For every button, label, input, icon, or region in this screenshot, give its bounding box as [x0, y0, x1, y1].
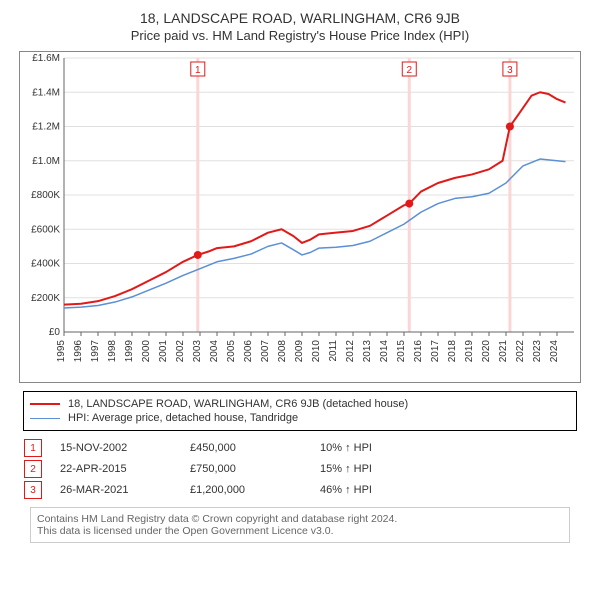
- svg-text:£800K: £800K: [31, 190, 60, 201]
- svg-text:£600K: £600K: [31, 224, 60, 235]
- svg-text:2013: 2013: [362, 340, 373, 363]
- sale-date: 15-NOV-2002: [60, 442, 190, 454]
- svg-text:2019: 2019: [464, 340, 475, 363]
- sale-events-table: 1 15-NOV-2002£450,00010% ↑ HPI 2 22-APR-201…: [24, 439, 576, 499]
- svg-text:£0: £0: [49, 327, 61, 338]
- price-chart: £0 £200K £400K £600K £800K £1.0M £1.2M £1.4M £1.…: [19, 51, 581, 383]
- svg-text:2007: 2007: [260, 340, 271, 363]
- sale-dot-1: [194, 251, 202, 259]
- svg-text:2011: 2011: [328, 340, 339, 362]
- sale-date: 22-APR-2015: [60, 463, 190, 475]
- sale-price: £750,000: [190, 463, 320, 475]
- svg-text:2004: 2004: [209, 340, 220, 363]
- sale-row-1: 1 15-NOV-2002£450,00010% ↑ HPI: [24, 439, 576, 457]
- svg-text:£200K: £200K: [31, 293, 60, 304]
- svg-text:2016: 2016: [413, 340, 424, 363]
- svg-text:2012: 2012: [345, 340, 356, 363]
- svg-text:£1.4M: £1.4M: [32, 87, 60, 98]
- legend-row-0: 18, LANDSCAPE ROAD, WARLINGHAM, CR6 9JB …: [30, 398, 570, 410]
- svg-text:2005: 2005: [226, 340, 237, 363]
- sale-num-box: 2: [24, 460, 42, 478]
- svg-text:1996: 1996: [73, 340, 84, 363]
- svg-text:2000: 2000: [141, 340, 152, 363]
- svg-text:1995: 1995: [56, 340, 67, 363]
- footnote: Contains HM Land Registry data © Crown c…: [30, 507, 570, 543]
- sale-price: £450,000: [190, 442, 320, 454]
- sale-hpi: 46% ↑ HPI: [320, 484, 440, 496]
- legend-swatch: [30, 418, 60, 419]
- sale-date: 26-MAR-2021: [60, 484, 190, 496]
- legend-label: HPI: Average price, detached house, Tand…: [68, 412, 298, 424]
- sale-hpi: 10% ↑ HPI: [320, 442, 440, 454]
- svg-text:2: 2: [406, 65, 412, 76]
- svg-text:2024: 2024: [549, 340, 560, 363]
- sale-num-box: 1: [24, 439, 42, 457]
- sale-dot-3: [506, 123, 514, 131]
- sale-price: £1,200,000: [190, 484, 320, 496]
- svg-text:2002: 2002: [175, 340, 186, 363]
- svg-text:1999: 1999: [124, 340, 135, 363]
- chart-svg: £0 £200K £400K £600K £800K £1.0M £1.2M £1.4M £1.…: [20, 52, 580, 382]
- sale-row-3: 3 26-MAR-2021£1,200,00046% ↑ HPI: [24, 481, 576, 499]
- svg-text:2020: 2020: [481, 340, 492, 363]
- legend-label: 18, LANDSCAPE ROAD, WARLINGHAM, CR6 9JB …: [68, 398, 408, 410]
- footnote-line2: This data is licensed under the Open Gov…: [37, 525, 563, 537]
- legend: 18, LANDSCAPE ROAD, WARLINGHAM, CR6 9JB …: [23, 391, 577, 431]
- svg-text:£400K: £400K: [31, 259, 60, 270]
- chart-title: 18, LANDSCAPE ROAD, WARLINGHAM, CR6 9JB: [10, 10, 590, 26]
- svg-text:2001: 2001: [158, 340, 169, 363]
- svg-text:2010: 2010: [311, 340, 322, 363]
- svg-text:2008: 2008: [277, 340, 288, 363]
- svg-text:3: 3: [507, 65, 513, 76]
- svg-text:2015: 2015: [396, 340, 407, 363]
- sale-num-box: 3: [24, 481, 42, 499]
- svg-text:2006: 2006: [243, 340, 254, 363]
- svg-text:2009: 2009: [294, 340, 305, 363]
- svg-text:2022: 2022: [515, 340, 526, 363]
- svg-text:2003: 2003: [192, 340, 203, 363]
- svg-text:2017: 2017: [430, 340, 441, 363]
- svg-text:1997: 1997: [90, 340, 101, 363]
- sale-hpi: 15% ↑ HPI: [320, 463, 440, 475]
- sale-row-2: 2 22-APR-2015£750,00015% ↑ HPI: [24, 460, 576, 478]
- svg-text:2021: 2021: [498, 340, 509, 363]
- svg-text:2014: 2014: [379, 340, 390, 363]
- legend-swatch: [30, 403, 60, 405]
- svg-text:2023: 2023: [532, 340, 543, 363]
- svg-text:1: 1: [195, 65, 201, 76]
- svg-text:1998: 1998: [107, 340, 118, 363]
- legend-row-1: HPI: Average price, detached house, Tand…: [30, 412, 570, 424]
- chart-subtitle: Price paid vs. HM Land Registry's House …: [10, 28, 590, 43]
- svg-text:£1.2M: £1.2M: [32, 122, 60, 133]
- footnote-line1: Contains HM Land Registry data © Crown c…: [37, 513, 563, 525]
- svg-text:£1.0M: £1.0M: [32, 156, 60, 167]
- sale-dot-2: [405, 200, 413, 208]
- svg-text:£1.6M: £1.6M: [32, 53, 60, 64]
- svg-text:2018: 2018: [447, 340, 458, 363]
